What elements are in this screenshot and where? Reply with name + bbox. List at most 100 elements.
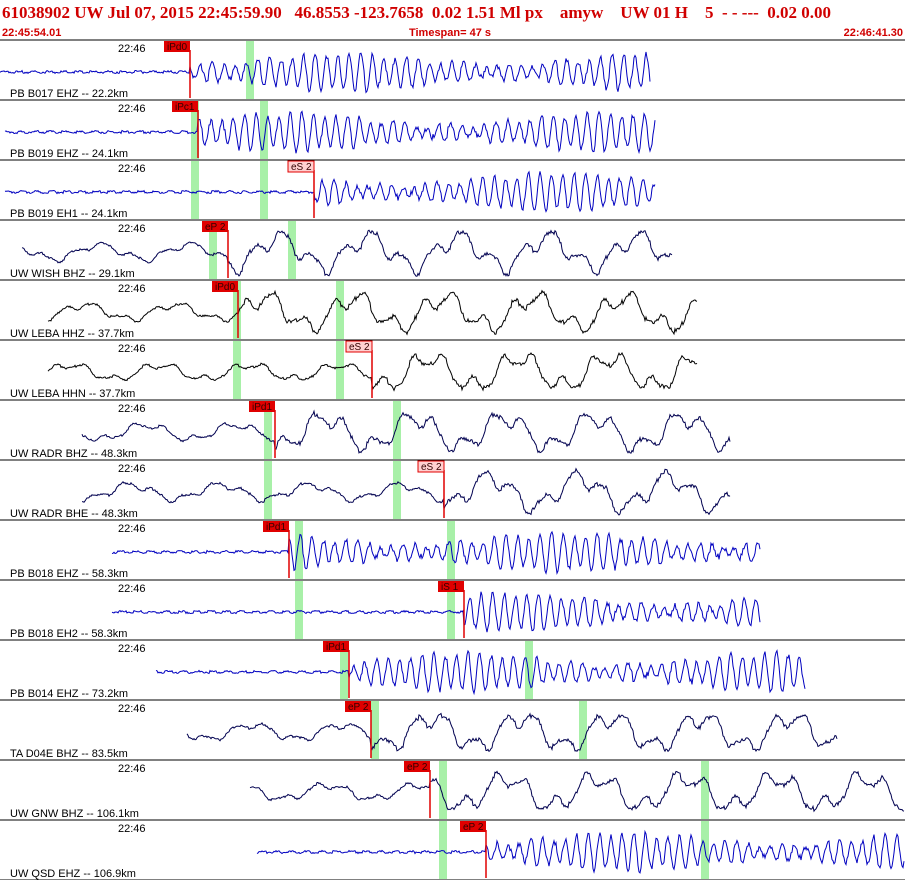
trace-label: UW GNW BHZ -- 106.1km [10,808,139,820]
timespan: Timespan= 47 s [409,27,491,39]
waveform [111,591,761,633]
trace-label: PB B017 EHZ -- 22.2km [10,88,128,100]
pick-box [345,340,373,353]
waveform [4,110,656,155]
phase-marker [447,581,455,639]
phase-marker [264,461,272,519]
phase-marker [264,401,272,459]
phase-marker [340,641,348,699]
trace-label: UW RADR BHE -- 48.3km [10,508,138,520]
phase-marker [525,641,533,699]
trace-label: UW LEBA HHZ -- 37.7km [10,328,134,340]
waveform [47,289,698,336]
waveform [186,712,838,753]
pick-label: eS 2 [349,342,370,353]
phase-marker [260,101,268,159]
trace-label: UW LEBA HHN -- 37.7km [10,388,135,400]
phase-marker [447,521,455,579]
waveform [4,170,656,213]
pick-label: eP 2 [463,822,484,833]
phase-marker [439,821,447,879]
trace-time: 22:46 [118,763,146,775]
pick-box [164,41,190,52]
waveform [21,229,673,277]
trace-time: 22:46 [118,223,146,235]
phase-marker [191,161,199,219]
trace-time: 22:46 [118,43,146,55]
trace-time: 22:46 [118,343,146,355]
pick-label: iPd0 [215,282,235,293]
phase-marker [295,581,303,639]
pick-box [438,581,464,592]
phase-marker [191,101,199,159]
trace-label: UW WISH BHZ -- 29.1km [10,268,135,280]
pick-box [287,160,315,173]
pick-label: eS 2 [291,162,312,173]
trace-label: TA D04E BHZ -- 83.5km [10,748,128,760]
phase-marker [701,761,709,819]
trace-time: 22:46 [118,283,146,295]
waveform [111,530,761,575]
trace-time: 22:46 [118,583,146,595]
phase-marker [260,161,268,219]
phase-marker [579,701,587,759]
phase-marker [233,281,241,339]
pick-box [263,521,289,532]
phase-marker [209,221,217,279]
pick-box [202,221,228,232]
phase-marker [371,701,379,759]
start-time: 22:45:54.01 [2,27,61,39]
trace-time: 22:46 [118,823,146,835]
pick-box [172,101,198,112]
event-header: 61038902 UW Jul 07, 2015 22:45:59.90 46.… [2,3,831,22]
phase-marker [233,341,241,399]
waveform [81,467,731,516]
phase-marker [439,761,447,819]
end-time: 22:46:41.30 [844,27,903,39]
pick-box [323,641,349,652]
waveform [0,51,651,94]
pick-box [404,761,430,772]
trace-label: PB B019 EH1 -- 24.1km [10,208,127,220]
trace-time: 22:46 [118,703,146,715]
pick-box [417,460,445,473]
trace-label: PB B014 EHZ -- 73.2km [10,688,128,700]
pick-box [212,281,238,292]
pick-label: eP 2 [348,702,369,713]
pick-label: iPd1 [326,642,346,653]
trace-label: UW RADR BHZ -- 48.3km [10,448,137,460]
trace-time: 22:46 [118,463,146,475]
trace-time: 22:46 [118,163,146,175]
pick-label: iS 1 [441,582,459,593]
pick-label: iPc1 [175,102,195,113]
pick-label: iPd1 [252,402,272,413]
trace-label: PB B019 EHZ -- 24.1km [10,148,128,160]
pick-label: eS 2 [421,462,442,473]
waveform [249,770,905,813]
phase-marker [336,341,344,399]
pick-label: iPd0 [167,42,187,53]
phase-marker [336,281,344,339]
trace-time: 22:46 [118,643,146,655]
pick-box [460,821,486,832]
pick-label: iPd1 [266,522,286,533]
phase-marker [246,41,254,99]
waveform [81,409,731,454]
phase-marker [393,401,401,459]
pick-box [249,401,275,412]
trace-time: 22:46 [118,403,146,415]
trace-label: UW QSD EHZ -- 106.9km [10,868,136,880]
waveform [256,829,905,874]
trace-label: PB B018 EH2 -- 58.3km [10,628,127,640]
trace-time: 22:46 [118,523,146,535]
pick-box [345,701,371,712]
pick-label: eP 2 [407,762,428,773]
phase-marker [288,221,296,279]
phase-marker [393,461,401,519]
trace-time: 22:46 [118,103,146,115]
trace-label: PB B018 EHZ -- 58.3km [10,568,128,580]
waveform [155,649,806,696]
phase-marker [295,521,303,579]
